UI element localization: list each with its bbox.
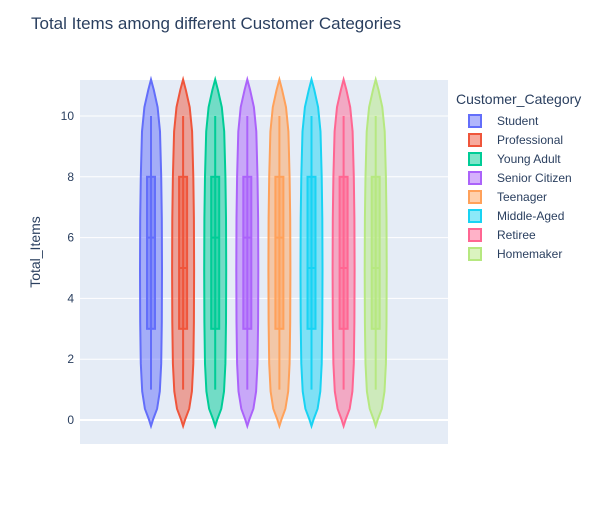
- box: [178, 175, 189, 330]
- violin-middle-aged[interactable]: [299, 75, 324, 430]
- y-tick-label: 8: [67, 170, 74, 184]
- legend-swatch: [468, 171, 482, 185]
- box: [274, 175, 285, 330]
- legend-item[interactable]: Homemaker: [468, 247, 562, 261]
- y-tick-label: 6: [67, 231, 74, 245]
- legend-item[interactable]: Retiree: [468, 228, 536, 242]
- legend-item[interactable]: Teenager: [468, 190, 547, 204]
- legend-swatch: [468, 228, 482, 242]
- legend-item[interactable]: Student: [468, 114, 539, 128]
- y-tick-label: 10: [61, 109, 75, 123]
- violin-senior-citizen[interactable]: [235, 75, 260, 430]
- box: [146, 175, 156, 330]
- legend-item[interactable]: Senior Citizen: [468, 171, 572, 185]
- y-axis-label: Total_Items: [27, 216, 43, 288]
- y-tick-label: 0: [67, 413, 74, 427]
- legend-swatch: [468, 152, 482, 166]
- violin-homemaker[interactable]: [363, 75, 388, 430]
- legend-label: Senior Citizen: [497, 171, 572, 185]
- legend-label: Teenager: [497, 190, 547, 204]
- legend-label: Young Adult: [497, 152, 561, 166]
- legend-label: Student: [497, 114, 539, 128]
- legend-swatch: [468, 114, 482, 128]
- legend-label: Middle-Aged: [497, 209, 564, 223]
- legend-swatch: [468, 209, 482, 223]
- violin-professional[interactable]: [171, 75, 196, 430]
- plot-area: [80, 80, 448, 444]
- box: [306, 175, 317, 330]
- legend-swatch: [468, 247, 482, 261]
- legend-item[interactable]: Middle-Aged: [468, 209, 564, 223]
- legend-swatch: [468, 190, 482, 204]
- violin-young-adult[interactable]: [203, 75, 228, 430]
- box: [242, 175, 253, 330]
- violin-teenager[interactable]: [267, 75, 292, 430]
- legend-label: Retiree: [497, 228, 536, 242]
- chart-title: Total Items among different Customer Cat…: [31, 14, 401, 33]
- legend-title: Customer_Category: [456, 91, 581, 107]
- box: [210, 175, 221, 330]
- legend-item[interactable]: Professional: [468, 133, 563, 147]
- legend-item[interactable]: Young Adult: [468, 152, 561, 166]
- legend-swatch: [468, 133, 482, 147]
- violin-retiree[interactable]: [331, 75, 356, 430]
- legend-label: Professional: [497, 133, 563, 147]
- y-tick-label: 2: [67, 352, 74, 366]
- box: [370, 175, 381, 330]
- legend-label: Homemaker: [497, 247, 562, 261]
- y-tick-label: 4: [67, 291, 74, 305]
- violin-student[interactable]: [138, 75, 164, 430]
- box: [338, 175, 349, 330]
